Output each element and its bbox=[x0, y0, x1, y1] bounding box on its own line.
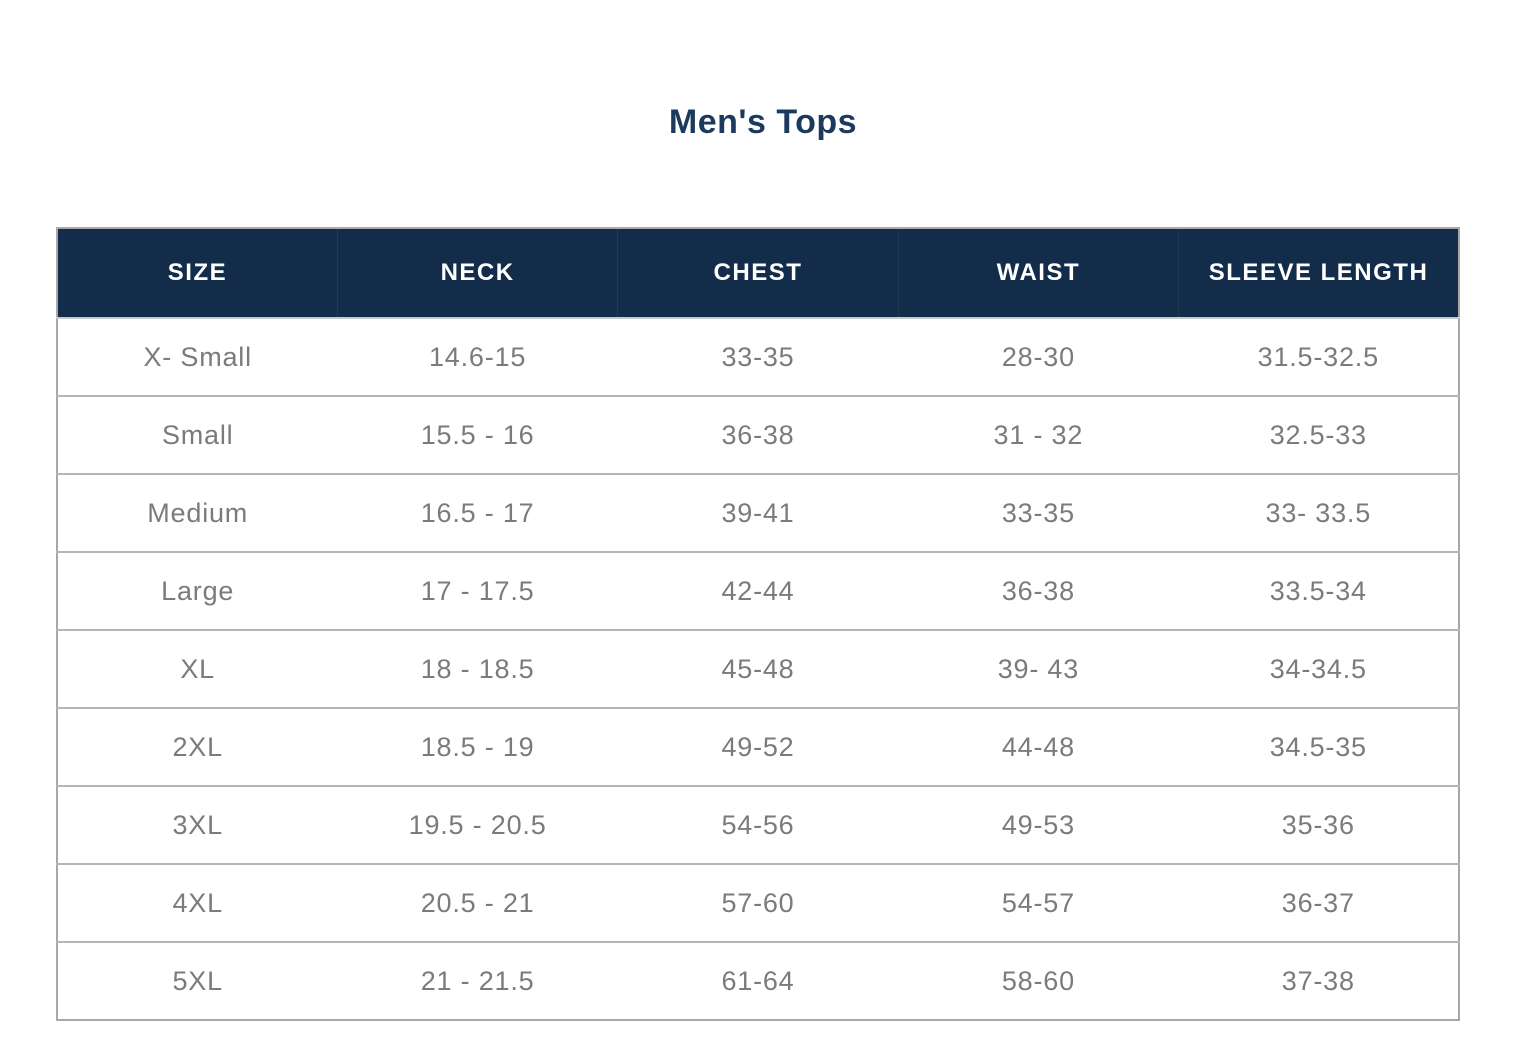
header-cell-chest: CHEST bbox=[617, 228, 899, 318]
cell-size: 3XL bbox=[57, 785, 338, 864]
table-header: SIZE NECK CHEST WAIST SLEEVE LENGTH bbox=[57, 228, 1459, 318]
table-row-2xl: 2XL 18.5 - 19 49-52 44-48 34.5-35 bbox=[57, 707, 1459, 786]
cell-waist: 54-57 bbox=[898, 863, 1179, 942]
cell-neck: 20.5 - 21 bbox=[337, 863, 618, 942]
cell-neck: 17 - 17.5 bbox=[337, 551, 618, 630]
cell-waist: 28-30 bbox=[898, 317, 1179, 396]
table-row-large: Large 17 - 17.5 42-44 36-38 33.5-34 bbox=[57, 551, 1459, 630]
cell-chest: 49-52 bbox=[617, 707, 899, 786]
cell-size: Small bbox=[57, 395, 338, 474]
cell-neck: 15.5 - 16 bbox=[337, 395, 618, 474]
cell-neck: 18 - 18.5 bbox=[337, 629, 618, 708]
cell-waist: 36-38 bbox=[898, 551, 1179, 630]
cell-waist: 39- 43 bbox=[898, 629, 1179, 708]
cell-sleeve: 35-36 bbox=[1178, 785, 1459, 864]
table-row-xsmall: X- Small 14.6-15 33-35 28-30 31.5-32.5 bbox=[57, 317, 1459, 396]
cell-sleeve: 36-37 bbox=[1178, 863, 1459, 942]
header-cell-sleeve-length: SLEEVE LENGTH bbox=[1178, 228, 1459, 318]
cell-sleeve: 34.5-35 bbox=[1178, 707, 1459, 786]
header-cell-waist: WAIST bbox=[897, 228, 1179, 318]
cell-chest: 57-60 bbox=[617, 863, 899, 942]
cell-waist: 31 - 32 bbox=[898, 395, 1179, 474]
cell-chest: 33-35 bbox=[617, 317, 899, 396]
header-cell-neck: NECK bbox=[336, 228, 618, 318]
cell-size: Medium bbox=[57, 473, 338, 552]
cell-neck: 16.5 - 17 bbox=[337, 473, 618, 552]
cell-size: 4XL bbox=[57, 863, 338, 942]
cell-size: 2XL bbox=[57, 707, 338, 786]
cell-waist: 49-53 bbox=[898, 785, 1179, 864]
cell-chest: 54-56 bbox=[617, 785, 899, 864]
cell-neck: 21 - 21.5 bbox=[337, 941, 618, 1020]
cell-size: X- Small bbox=[57, 317, 338, 396]
size-chart-table: SIZE NECK CHEST WAIST SLEEVE LENGTH X- S… bbox=[56, 227, 1460, 1021]
header-cell-size: SIZE bbox=[57, 228, 338, 318]
cell-waist: 33-35 bbox=[898, 473, 1179, 552]
cell-size: XL bbox=[57, 629, 338, 708]
cell-neck: 14.6-15 bbox=[337, 317, 618, 396]
table-row-xl: XL 18 - 18.5 45-48 39- 43 34-34.5 bbox=[57, 629, 1459, 708]
cell-chest: 36-38 bbox=[617, 395, 899, 474]
cell-sleeve: 33.5-34 bbox=[1178, 551, 1459, 630]
cell-waist: 44-48 bbox=[898, 707, 1179, 786]
cell-chest: 39-41 bbox=[617, 473, 899, 552]
cell-chest: 61-64 bbox=[617, 941, 899, 1020]
cell-sleeve: 34-34.5 bbox=[1178, 629, 1459, 708]
table-row-4xl: 4XL 20.5 - 21 57-60 54-57 36-37 bbox=[57, 863, 1459, 942]
page-title: Men's Tops bbox=[668, 103, 858, 141]
table-header-row: SIZE NECK CHEST WAIST SLEEVE LENGTH bbox=[57, 228, 1459, 318]
cell-sleeve: 32.5-33 bbox=[1178, 395, 1459, 474]
cell-size: Large bbox=[57, 551, 338, 630]
cell-waist: 58-60 bbox=[898, 941, 1179, 1020]
table-row-small: Small 15.5 - 16 36-38 31 - 32 32.5-33 bbox=[57, 395, 1459, 474]
table-row-medium: Medium 16.5 - 17 39-41 33-35 33- 33.5 bbox=[57, 473, 1459, 552]
cell-sleeve: 37-38 bbox=[1178, 941, 1459, 1020]
table-row-3xl: 3XL 19.5 - 20.5 54-56 49-53 35-36 bbox=[57, 785, 1459, 864]
table-body: X- Small 14.6-15 33-35 28-30 31.5-32.5 S… bbox=[57, 317, 1459, 1020]
cell-chest: 45-48 bbox=[617, 629, 899, 708]
cell-chest: 42-44 bbox=[617, 551, 899, 630]
table-row-5xl: 5XL 21 - 21.5 61-64 58-60 37-38 bbox=[57, 941, 1459, 1020]
cell-sleeve: 31.5-32.5 bbox=[1178, 317, 1459, 396]
cell-neck: 19.5 - 20.5 bbox=[337, 785, 618, 864]
cell-size: 5XL bbox=[57, 941, 338, 1020]
cell-neck: 18.5 - 19 bbox=[337, 707, 618, 786]
cell-sleeve: 33- 33.5 bbox=[1178, 473, 1459, 552]
